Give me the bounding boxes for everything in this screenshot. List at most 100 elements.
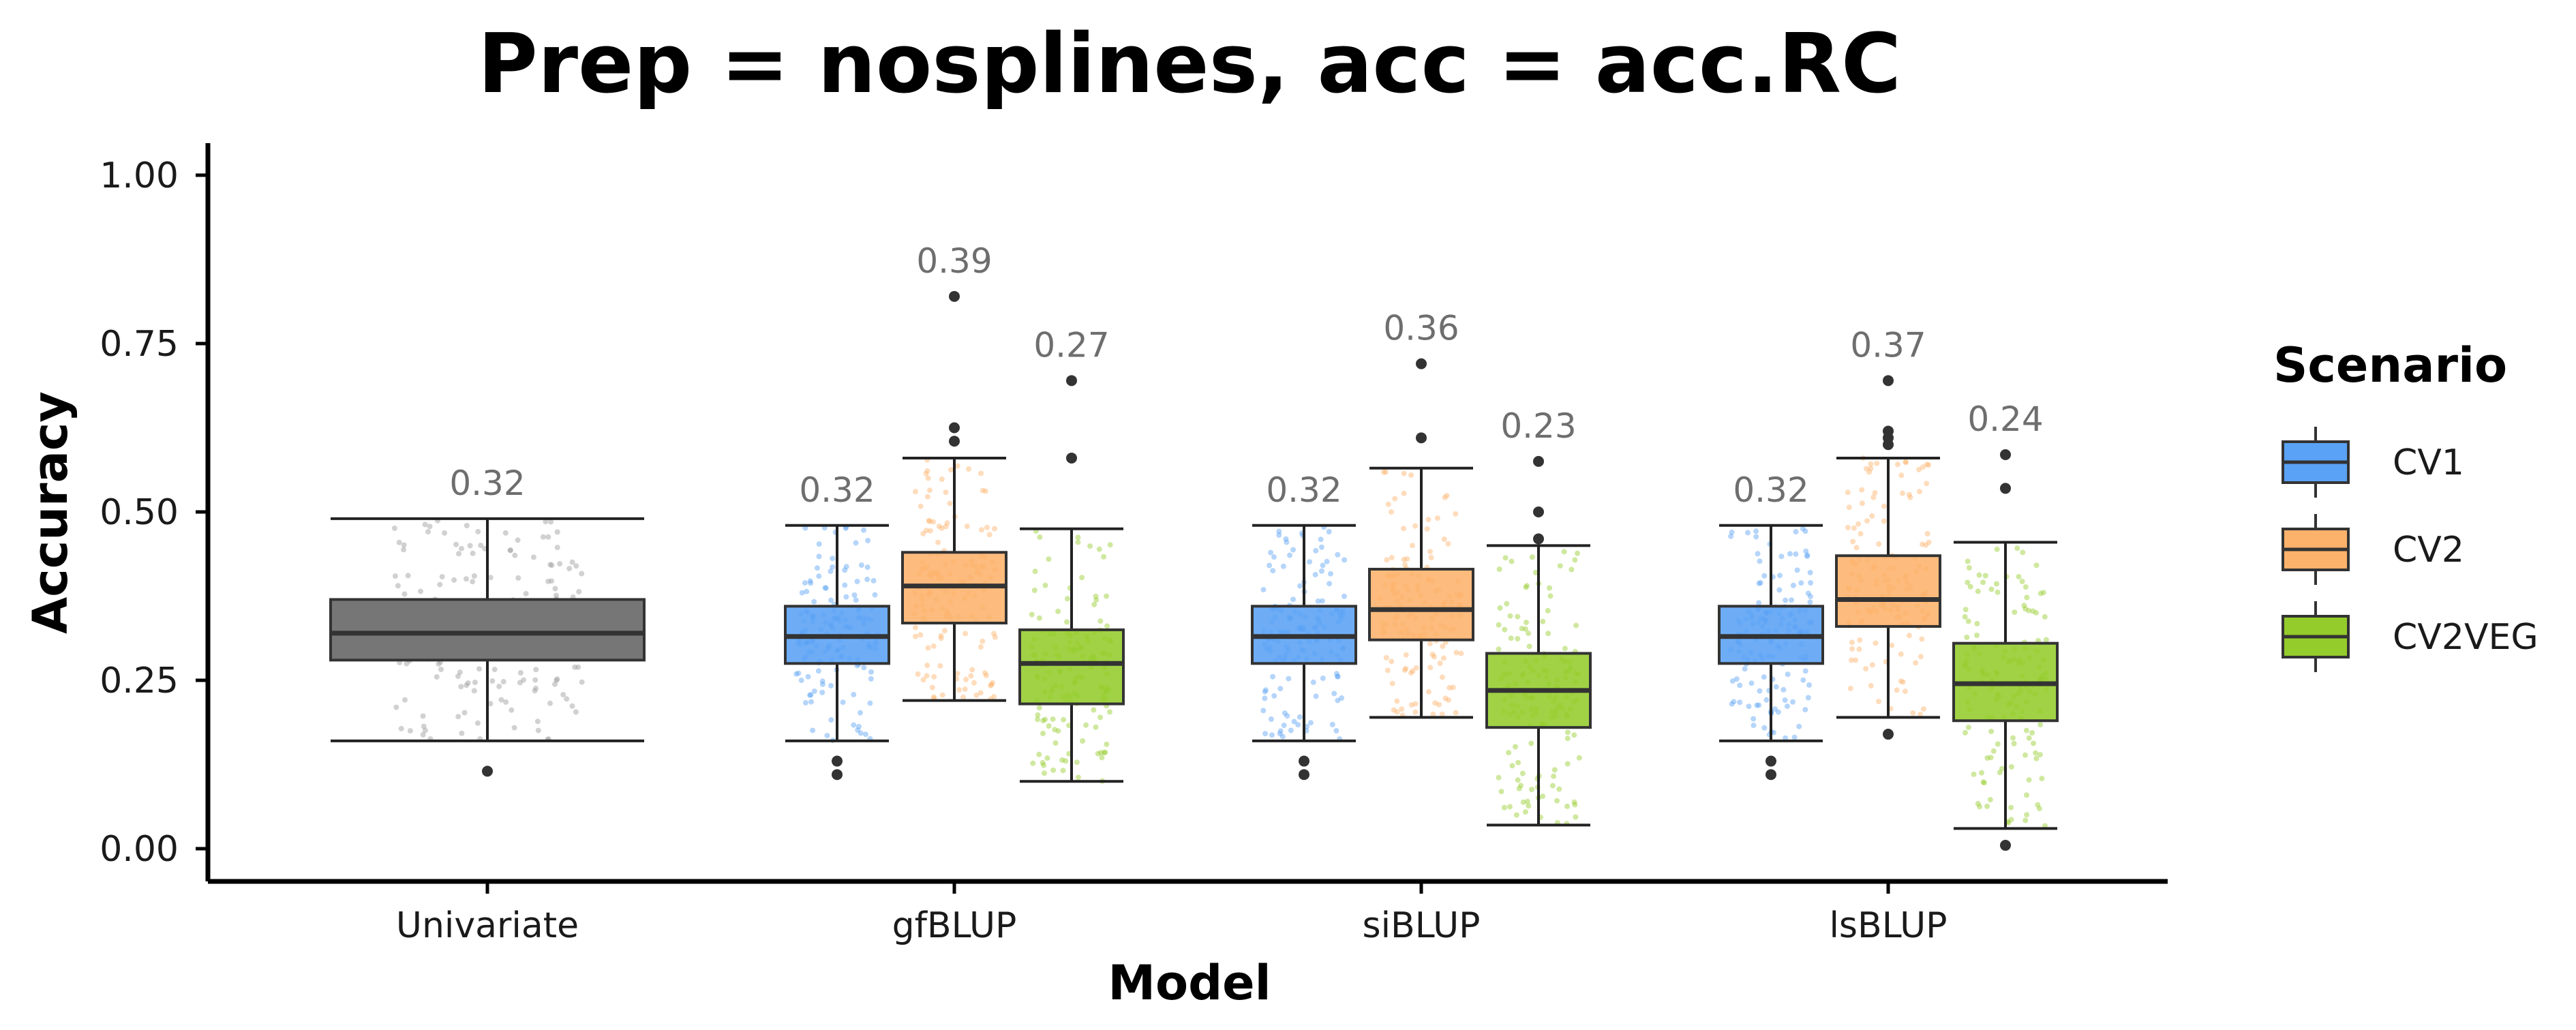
jitter-point — [1571, 732, 1577, 738]
jitter-point — [1529, 787, 1534, 792]
jitter-point — [924, 494, 930, 500]
jitter-point — [1773, 684, 1779, 690]
jitter-point — [545, 534, 551, 540]
jitter-point — [872, 592, 878, 598]
jitter-point — [552, 586, 558, 592]
jitter-point — [1450, 684, 1456, 691]
jitter-point — [457, 669, 463, 676]
box-lsBLUP-CV2 — [1835, 554, 1941, 628]
jitter-point — [1847, 685, 1853, 691]
jitter-point — [1573, 622, 1579, 628]
jitter-point — [401, 547, 406, 553]
jitter-point — [918, 503, 924, 509]
jitter-point — [1313, 693, 1319, 699]
jitter-point — [1924, 531, 1930, 536]
jitter-point — [459, 730, 465, 736]
jitter-point — [461, 710, 468, 716]
x-tick-label: Univariate — [396, 905, 579, 946]
jitter-point — [552, 681, 558, 687]
y-tick-label: 0.50 — [100, 492, 179, 533]
jitter-point — [1453, 650, 1459, 656]
jitter-point — [943, 524, 949, 530]
jitter-point — [2011, 740, 2017, 746]
jitter-point — [1965, 725, 1971, 730]
jitter-point — [1389, 509, 1394, 515]
jitter-point — [1524, 583, 1530, 589]
y-axis-title: Accuracy — [22, 391, 78, 634]
jitter-point — [1804, 552, 1810, 558]
jitter-point — [1284, 539, 1290, 545]
jitter-point — [1547, 585, 1553, 591]
jitter-point — [1894, 687, 1900, 693]
jitter-point — [1318, 568, 1324, 574]
jitter-point — [924, 663, 930, 669]
jitter-point — [1268, 549, 1274, 556]
jitter-point — [861, 665, 867, 671]
jitter-point — [547, 562, 554, 568]
jitter-point — [471, 688, 477, 694]
jitter-point — [1104, 593, 1110, 599]
jitter-point — [941, 628, 948, 634]
jitter-point — [1907, 494, 1913, 500]
jitter-point — [1404, 556, 1410, 562]
jitter-point — [1903, 688, 1908, 695]
jitter-point — [1101, 750, 1107, 756]
jitter-point — [1262, 688, 1268, 695]
jitter-point — [1326, 529, 1332, 534]
jitter-point — [804, 588, 810, 594]
jitter-point — [990, 680, 996, 686]
jitter-point — [1050, 767, 1057, 773]
mean-label-lsBLUP-CV1: 0.32 — [1733, 470, 1808, 510]
jitter-point — [1746, 703, 1752, 710]
jitter-point — [930, 519, 936, 525]
y-tick-label: 1.00 — [100, 155, 179, 196]
jitter-point — [1441, 536, 1447, 542]
jitter-point — [476, 666, 482, 672]
jitter-point — [1074, 759, 1080, 766]
jitter-point — [1050, 716, 1056, 722]
jitter-point — [491, 667, 498, 673]
jitter-point — [1030, 760, 1036, 766]
jitter-point — [1295, 722, 1301, 728]
jitter-point — [1040, 718, 1046, 724]
jitter-point — [421, 723, 427, 729]
jitter-point — [930, 643, 937, 649]
jitter-point — [1729, 529, 1735, 535]
jitter-point — [1776, 587, 1783, 593]
jitter-point — [1804, 554, 1810, 560]
outlier-point-lsBLUP-CV2 — [1883, 729, 1894, 740]
jitter-point — [470, 550, 476, 556]
jitter-point — [828, 569, 834, 575]
jitter-point — [1425, 517, 1431, 523]
jitter-point — [1963, 607, 1969, 613]
jitter-point — [1526, 643, 1532, 650]
jitter-point — [1329, 721, 1335, 727]
jitter-point — [1445, 541, 1451, 547]
jitter-point — [467, 543, 473, 549]
jitter-point — [807, 578, 813, 584]
jitter-point — [823, 585, 829, 591]
jitter-point — [1906, 633, 1912, 639]
jitter-point — [530, 554, 536, 560]
jitter-point — [1761, 725, 1768, 731]
jitter-point — [926, 517, 932, 524]
jitter-point — [502, 530, 509, 536]
jitter-point — [978, 470, 984, 476]
jitter-point — [472, 680, 478, 685]
jitter-point — [1313, 547, 1319, 554]
jitter-point — [1031, 588, 1037, 593]
jitter-point — [1432, 700, 1438, 706]
jitter-point — [1898, 651, 1904, 657]
jitter-point — [1783, 735, 1789, 741]
jitter-point — [842, 567, 848, 573]
jitter-point — [991, 694, 997, 699]
jitter-point — [1496, 774, 1502, 781]
jitter-point — [532, 688, 538, 694]
jitter-point — [420, 713, 426, 719]
jitter-point — [2026, 735, 2032, 741]
jitter-point — [1564, 761, 1571, 767]
jitter-point — [1807, 599, 1813, 605]
jitter-point — [828, 717, 834, 723]
jitter-point — [865, 538, 871, 543]
jitter-point — [1382, 469, 1389, 475]
